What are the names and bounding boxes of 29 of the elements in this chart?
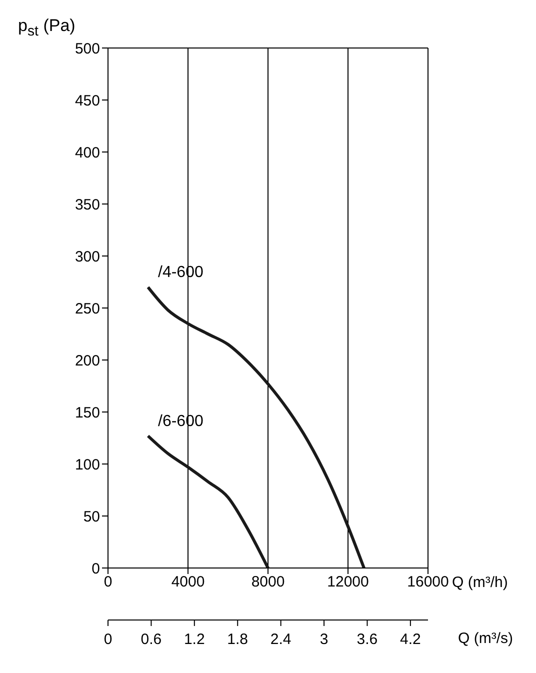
x2-tick-label: 3.6 [356, 631, 378, 648]
x-tick-label: 12000 [327, 574, 369, 591]
y-tick-label: 0 [92, 560, 100, 578]
x2-axis-title: Q (m³/s) [458, 630, 513, 647]
y-tick-label: 150 [74, 404, 100, 422]
x2-tick-label: 1.2 [184, 631, 205, 648]
y-axis-title: p$_{st}$ (Pa) [18, 16, 76, 40]
y-tick-label: 350 [74, 196, 100, 214]
x2-tick-label: 3 [320, 631, 328, 648]
line-series [146, 434, 270, 568]
y-tick-label: 450 [74, 92, 100, 110]
x2-tick-label: 0.6 [140, 631, 162, 648]
x-tick-label: 4000 [171, 574, 205, 591]
x2-tick-label: 0 [104, 631, 112, 648]
y-tick-label: 250 [74, 300, 100, 318]
y-tick-label: 500 [74, 40, 100, 58]
x-tick-label: 16000 [407, 574, 449, 591]
x2-tick-label: 2.4 [270, 631, 292, 648]
x-tick-label: 8000 [251, 574, 285, 591]
x-tick-label: 0 [104, 574, 112, 591]
x2-tick-label: 4.2 [400, 631, 421, 648]
y-tick-label: 50 [83, 508, 100, 526]
x-axis-title: Q (m³/h) [452, 574, 508, 591]
y-tick-label: 200 [74, 352, 100, 370]
y-tick-label: 300 [74, 248, 100, 266]
y-tick-label: 100 [74, 456, 100, 474]
x2-tick-label: 1.8 [227, 631, 248, 648]
y-tick-label: 400 [74, 144, 100, 162]
line-series [146, 286, 366, 568]
